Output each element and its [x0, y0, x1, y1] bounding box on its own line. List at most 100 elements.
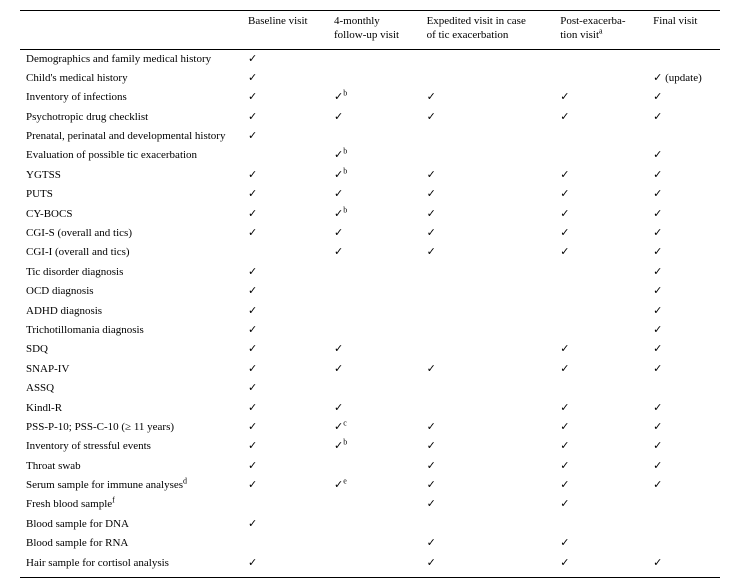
- cell: [421, 263, 555, 282]
- col-expedited: Expedited visit in caseof tic exacerbati…: [421, 11, 555, 50]
- cell: ✓: [647, 418, 720, 437]
- cell: ✓: [421, 185, 555, 204]
- row-label: Blood sample for RNA: [20, 534, 242, 553]
- cell: ✓b: [328, 437, 421, 456]
- table-row: Hair sample for cortisol analysis✓✓✓✓: [20, 554, 720, 578]
- row-label: CGI-S (overall and tics): [20, 224, 242, 243]
- row-label: Throat swab: [20, 457, 242, 476]
- cell: [554, 321, 647, 340]
- cell: ✓: [554, 399, 647, 418]
- cell: ✓: [242, 340, 328, 359]
- cell: ✓ (update): [647, 69, 720, 88]
- cell: ✓: [242, 379, 328, 398]
- cell: ✓: [421, 457, 555, 476]
- cell: [328, 457, 421, 476]
- row-label: Child's medical history: [20, 69, 242, 88]
- cell: ✓: [328, 360, 421, 379]
- cell: ✓: [242, 224, 328, 243]
- cell: ✓: [242, 185, 328, 204]
- cell: [421, 302, 555, 321]
- cell: ✓: [554, 360, 647, 379]
- cell: ✓: [554, 224, 647, 243]
- cell: [421, 321, 555, 340]
- table-row: CGI-S (overall and tics)✓✓✓✓✓: [20, 224, 720, 243]
- header-row: Baseline visit 4-monthlyfollow-up visit …: [20, 11, 720, 50]
- cell: [328, 127, 421, 146]
- cell: ✓: [421, 224, 555, 243]
- row-label: Psychotropic drug checklist: [20, 108, 242, 127]
- cell: [421, 127, 555, 146]
- cell: [554, 302, 647, 321]
- table-row: Inventory of stressful events✓✓b✓✓✓: [20, 437, 720, 456]
- cell: ✓c: [328, 418, 421, 437]
- table-row: Blood sample for DNA✓: [20, 515, 720, 534]
- row-label: Kindl-R: [20, 399, 242, 418]
- table-row: Evaluation of possible tic exacerbation✓…: [20, 146, 720, 165]
- cell: ✓: [242, 360, 328, 379]
- cell: ✓: [554, 457, 647, 476]
- cell: ✓: [242, 282, 328, 301]
- cell: ✓: [421, 437, 555, 456]
- cell: [647, 49, 720, 69]
- cell: [242, 146, 328, 165]
- cell: ✓: [554, 495, 647, 514]
- row-label: OCD diagnosis: [20, 282, 242, 301]
- cell: [328, 263, 421, 282]
- cell: ✓: [647, 302, 720, 321]
- cell: ✓: [242, 457, 328, 476]
- cell: ✓: [242, 205, 328, 224]
- cell: [554, 379, 647, 398]
- cell: ✓: [421, 534, 555, 553]
- cell: ✓: [647, 146, 720, 165]
- table-body: Demographics and family medical history✓…: [20, 49, 720, 578]
- cell: ✓: [421, 108, 555, 127]
- table-row: SNAP-IV✓✓✓✓✓: [20, 360, 720, 379]
- cell: [328, 302, 421, 321]
- cell: ✓: [242, 418, 328, 437]
- cell: [328, 554, 421, 578]
- table-row: Inventory of infections✓✓b✓✓✓: [20, 88, 720, 107]
- cell: [421, 146, 555, 165]
- row-label: Trichotillomania diagnosis: [20, 321, 242, 340]
- cell: ✓: [242, 108, 328, 127]
- cell: [554, 49, 647, 69]
- cell: [647, 495, 720, 514]
- cell: [554, 282, 647, 301]
- cell: [554, 127, 647, 146]
- cell: ✓: [647, 476, 720, 495]
- cell: [554, 69, 647, 88]
- cell: [328, 282, 421, 301]
- cell: ✓: [647, 282, 720, 301]
- table-row: CGI-I (overall and tics)✓✓✓✓: [20, 243, 720, 262]
- row-label: PUTS: [20, 185, 242, 204]
- row-label: Inventory of infections: [20, 88, 242, 107]
- cell: ✓: [647, 243, 720, 262]
- cell: [328, 515, 421, 534]
- cell: ✓: [421, 476, 555, 495]
- table-row: PUTS✓✓✓✓✓: [20, 185, 720, 204]
- cell: ✓: [647, 224, 720, 243]
- cell: ✓: [647, 108, 720, 127]
- col-baseline: Baseline visit: [242, 11, 328, 50]
- table-row: ASSQ✓: [20, 379, 720, 398]
- cell: ✓: [647, 321, 720, 340]
- cell: ✓: [421, 418, 555, 437]
- table-row: CY-BOCS✓✓b✓✓✓: [20, 205, 720, 224]
- cell: ✓: [421, 205, 555, 224]
- cell: ✓: [554, 108, 647, 127]
- cell: ✓: [647, 457, 720, 476]
- cell: ✓: [421, 166, 555, 185]
- cell: ✓: [328, 185, 421, 204]
- cell: ✓: [554, 437, 647, 456]
- cell: ✓: [647, 340, 720, 359]
- cell: [647, 127, 720, 146]
- row-label: Fresh blood samplef: [20, 495, 242, 514]
- cell: ✓: [647, 554, 720, 578]
- table-row: Serum sample for immune analysesd✓✓e✓✓✓: [20, 476, 720, 495]
- cell: ✓e: [328, 476, 421, 495]
- cell: ✓b: [328, 166, 421, 185]
- row-label: Serum sample for immune analysesd: [20, 476, 242, 495]
- cell: [554, 515, 647, 534]
- cell: ✓b: [328, 146, 421, 165]
- cell: ✓: [328, 224, 421, 243]
